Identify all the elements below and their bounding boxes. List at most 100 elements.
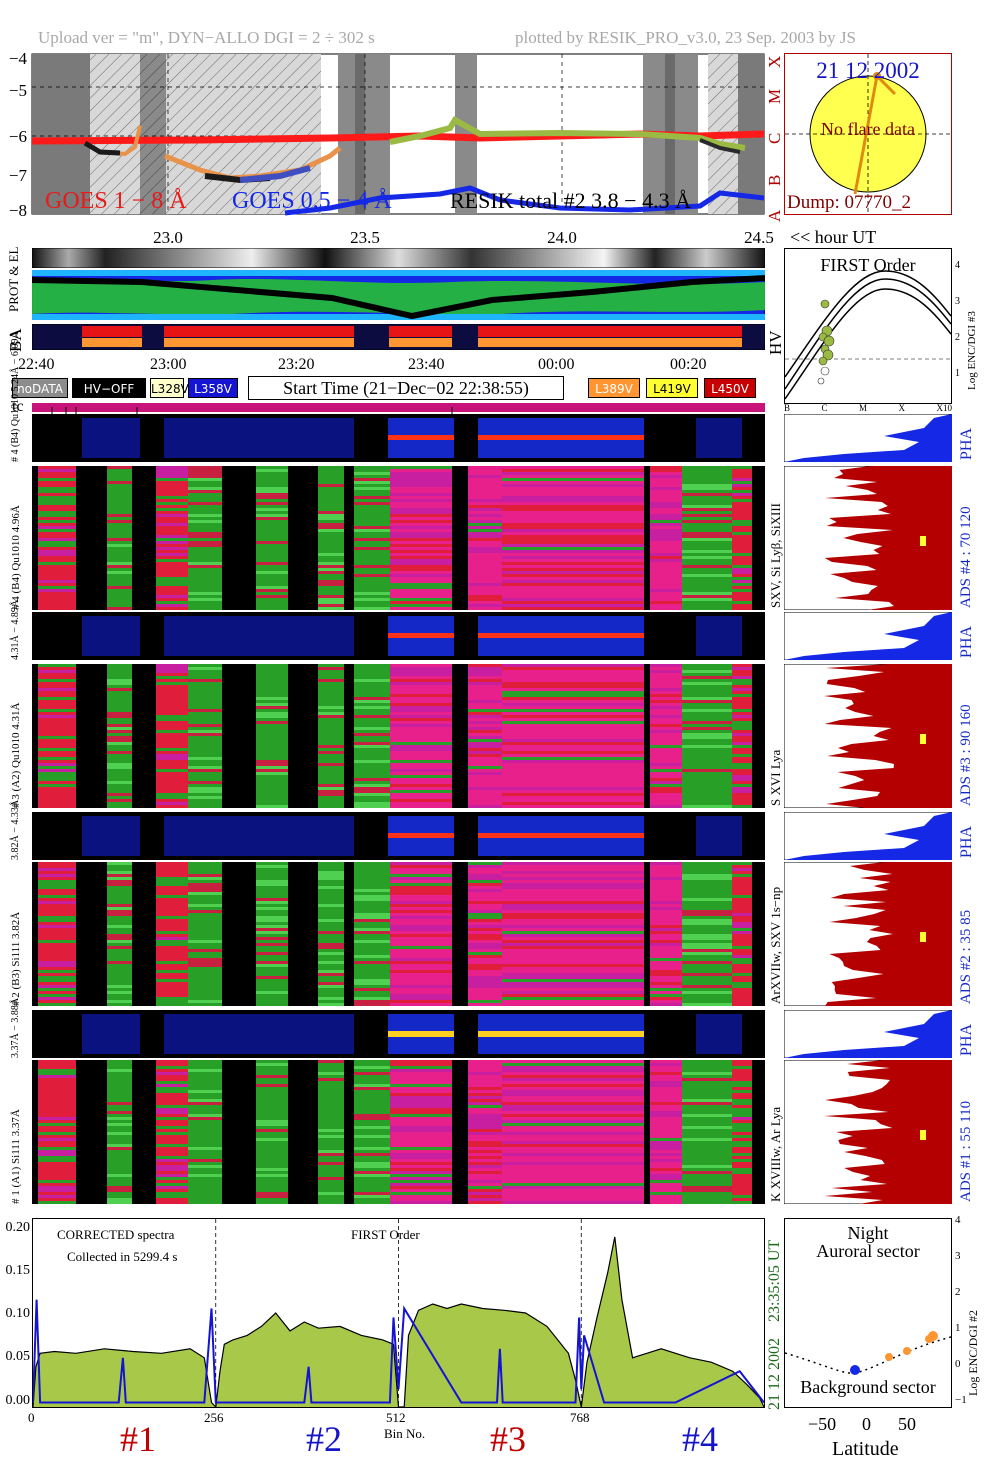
spectrum-date-label: 21 12 2002	[766, 1338, 783, 1410]
spectrum-time-label: 23:35:05 UT	[766, 1239, 783, 1322]
first-order-xtick: B	[784, 403, 791, 413]
spectrum-svg	[32, 1219, 765, 1409]
latitude-xtick: 0	[862, 1414, 871, 1434]
spectrum-xlabel: Bin No.	[384, 1426, 426, 1441]
time-tick: 23:00	[150, 356, 187, 373]
goes-class-b: B	[765, 175, 784, 186]
first-order-title: FIRST Order	[820, 255, 916, 275]
pha-histogram-2	[784, 812, 952, 860]
legend-goes-18: GOES 1 − 8 Å	[45, 188, 187, 214]
spectrum-panel: CORRECTED spectra Collected in 5299.4 s …	[32, 1218, 765, 1409]
goes-ytick: −6	[9, 127, 27, 146]
line-label-4: SXV, Si Lyβ, SiXIII	[768, 503, 783, 608]
goes-xtick: 24.5	[744, 228, 774, 247]
pha-strip-2	[32, 812, 765, 860]
goes-xtick: 24.0	[547, 228, 577, 247]
channel-number-3: #3	[490, 1419, 526, 1459]
line-label-3: S XVI Lya	[768, 749, 783, 806]
legend-item-hv-off: HV−OFF	[72, 378, 146, 398]
spectrum-xtick: 512	[386, 1410, 406, 1425]
pha-histogram-4	[784, 414, 952, 462]
spectrum-ytick: 0.15	[5, 1263, 31, 1278]
spectrogram-3	[32, 664, 765, 808]
latitude-title-night: Night	[847, 1223, 889, 1243]
first-order-xtick: X10	[936, 403, 952, 413]
first-order-panel: FIRST Order	[784, 248, 952, 404]
pha-label-2: PHA	[958, 825, 975, 858]
latitude-ytick: 0	[955, 1358, 961, 1370]
goes-xtick: 23.5	[350, 228, 380, 247]
first-order-ytick: 3	[955, 296, 960, 307]
time-tick: 23:40	[408, 356, 445, 373]
goes-ytick: −7	[9, 166, 28, 185]
first-order-ytick: 4	[955, 260, 960, 271]
latitude-xtick: −50	[808, 1414, 837, 1434]
latitude-background: Background sector	[800, 1377, 936, 1397]
latitude-ytick: 3	[955, 1250, 961, 1262]
spectrum-text-corrected: CORRECTED spectra	[57, 1227, 175, 1242]
goes-xtick: 23.0	[153, 228, 183, 247]
pha-range-label-1: 3.37Å − 3.88Å	[10, 997, 21, 1058]
latitude-ylabel: Log ENC/DGI #2	[966, 1310, 980, 1396]
header-upload-info: Upload ver = "m", DYN−ALLO DGI = 2 ÷ 302…	[38, 28, 375, 47]
line-label-2: ArXVIIw, SXV 1s−np	[768, 886, 783, 1004]
start-time: Start Time (21−Dec−02 22:38:55)	[248, 376, 564, 400]
spectrum-ytick: 0.05	[5, 1349, 31, 1364]
spectrum-ytick: 0.10	[5, 1306, 31, 1321]
first-order-ytick: 2	[955, 332, 960, 343]
spectrogram-4	[32, 466, 765, 610]
pha-range-label-2: 3.82Å − 4.33Å	[10, 799, 21, 860]
spectrum-series-fill-0	[33, 1236, 764, 1407]
ads-spectrum-4	[784, 466, 952, 610]
pha-range-label-4: # 4 (B4) Qu1010 5.24Å − 6.09Å	[10, 331, 21, 462]
ads-spectrum-2	[784, 862, 952, 1006]
spectrum-text-first-order: FIRST Order	[351, 1227, 420, 1242]
time-tick: 22:40	[18, 356, 55, 373]
latitude-ytick: −1	[955, 1394, 967, 1406]
latitude-xlabel: Latitude	[832, 1438, 899, 1460]
latitude-title-auroral: Auroral sector	[816, 1241, 920, 1261]
first-order-xtick: X	[898, 403, 906, 413]
legend-resik-total: RESIK total #2 3.8 − 4.3 Å	[450, 188, 691, 213]
goes-class-a: A	[765, 209, 784, 222]
first-order-ylabel: Log ENC/DGI #3	[966, 311, 978, 390]
sun-no-flare: No flare data	[821, 119, 915, 139]
orbit-map	[31, 269, 766, 321]
ads-spectrum-1	[784, 1060, 952, 1204]
legend-goes-054: GOES 0.5 − 4 Å	[232, 188, 392, 214]
spectrogram-1	[32, 1060, 765, 1204]
legend-item-l450v: L450V	[704, 378, 756, 398]
legend-item-l328v: L328V	[150, 378, 189, 398]
goes-lightcurve-svg: −4 −5 −6 −7 −8 X M C B A 23.0 23.5 24.0 …	[9, 49, 876, 247]
goes-ytick: −5	[9, 81, 27, 100]
pha-strip-4	[32, 414, 765, 462]
ba-hv-bar	[31, 323, 766, 351]
first-order-xticks: B C M X X10	[784, 403, 952, 413]
channel-label-2: # 2 (B3) Si111 3.82Å	[10, 911, 22, 1006]
pha-label-4: PHA	[958, 427, 975, 460]
latitude-ytick: 1	[955, 1322, 961, 1334]
line-label-1: K XVIIIw, Ar Lya	[768, 1106, 783, 1202]
goes-x-unit: << hour UT	[790, 227, 876, 247]
spectrum-ytick: 0.20	[5, 1220, 31, 1235]
pha-histogram-1	[784, 1010, 952, 1058]
ads-label-4: ADS #4 : 70 120	[958, 506, 974, 608]
latitude-panel: Night Auroral sector Background sector	[784, 1218, 952, 1408]
time-tick: 00:00	[538, 356, 575, 373]
label-prot-el: PROT & EL	[6, 246, 21, 313]
sun-panel: 21 12 2002 No flare data Dump: 07770_2	[784, 53, 952, 215]
spectrum-xtick: 256	[204, 1410, 224, 1425]
label-tc: tc	[12, 398, 24, 415]
legend-item-l358v: L358V	[188, 378, 238, 398]
pha-strip-3	[32, 612, 765, 660]
prot-el-bar	[31, 247, 766, 269]
ads-label-1: ADS #1 : 55 110	[958, 1100, 974, 1202]
header-plot-credit: plotted by RESIK_PRO_v3.0, 23 Sep. 2003 …	[515, 28, 856, 47]
first-order-ytick: 1	[955, 368, 960, 379]
goes-ytick: −4	[9, 49, 28, 68]
spectrum-text-collected: Collected in 5299.4 s	[67, 1249, 178, 1264]
spectrogram-2	[32, 862, 765, 1006]
ads-label-2: ADS #2 : 35 85	[958, 909, 974, 1004]
first-order-svg	[784, 270, 952, 400]
pha-histogram-3	[784, 612, 952, 660]
